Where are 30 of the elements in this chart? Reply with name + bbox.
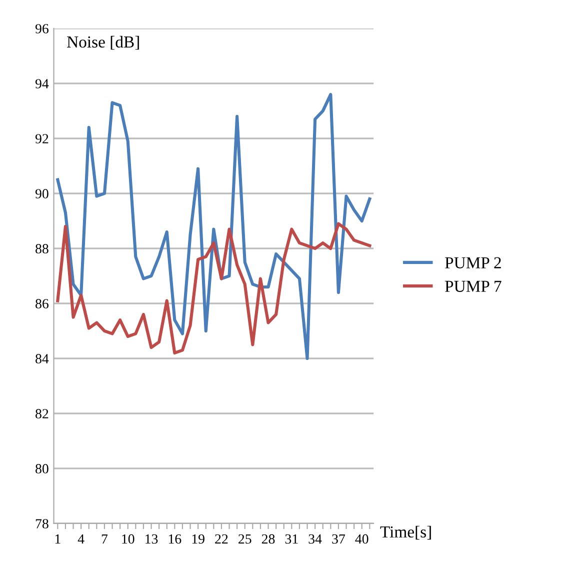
y-tick-label: 82 bbox=[36, 409, 48, 418]
x-tick-label: 19 bbox=[192, 534, 204, 544]
x-tick-label: 34 bbox=[308, 534, 322, 544]
x-axis-title: Time[s] bbox=[380, 526, 431, 540]
y-tick-label: 94 bbox=[35, 79, 49, 88]
y-axis-title: Noise [dB] bbox=[67, 36, 139, 50]
x-tick-label: 13 bbox=[146, 534, 158, 544]
x-tick-label: 7 bbox=[102, 534, 108, 544]
x-tick-label: 37 bbox=[332, 534, 346, 544]
line-series bbox=[56, 92, 372, 360]
y-tick-label: 92 bbox=[35, 134, 48, 144]
x-tick-label: 22 bbox=[215, 534, 228, 544]
x-tick-label: 40 bbox=[355, 534, 368, 544]
x-tick-label: 28 bbox=[262, 534, 275, 544]
x-tick-label: 4 bbox=[78, 534, 84, 544]
x-tick-label: 31 bbox=[285, 534, 298, 544]
y-tick-label: 90 bbox=[35, 189, 48, 198]
y-tick-label: 78 bbox=[36, 519, 48, 528]
legend-label: PUMP 2 bbox=[445, 257, 501, 268]
x-tick-label: 1 bbox=[55, 534, 60, 544]
line-series bbox=[56, 222, 372, 354]
y-tick-label: 86 bbox=[36, 299, 48, 308]
y-tick-label: 84 bbox=[36, 354, 49, 364]
x-tick-label: 10 bbox=[122, 534, 134, 544]
x-tick-label: 25 bbox=[238, 534, 252, 544]
legend-label: PUMP 7 bbox=[445, 280, 502, 292]
y-tick-label: 80 bbox=[36, 464, 48, 474]
x-tick-label: 16 bbox=[168, 534, 182, 544]
y-tick-label: 88 bbox=[36, 244, 48, 254]
y-tick-label: 96 bbox=[35, 24, 48, 34]
